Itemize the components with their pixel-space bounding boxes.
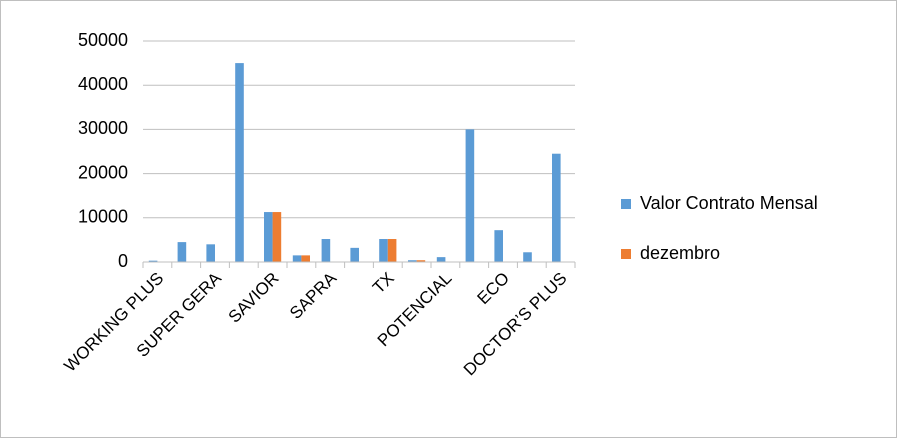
- bar: [177, 242, 187, 262]
- legend-swatch: [621, 249, 631, 259]
- legend-swatch: [621, 199, 631, 209]
- bar: [408, 260, 417, 262]
- legend-label: dezembro: [640, 243, 720, 263]
- bar: [301, 255, 310, 262]
- bar: [465, 129, 475, 262]
- bar: [552, 153, 561, 262]
- bar: [436, 257, 446, 262]
- bar: [148, 260, 158, 262]
- y-tick-label: 20000: [78, 162, 128, 182]
- y-tick-label: 0: [118, 251, 128, 271]
- bar: [379, 239, 388, 262]
- bar: [292, 255, 302, 262]
- bar: [321, 239, 331, 262]
- legend-label: Valor Contrato Mensal: [640, 193, 818, 213]
- bar: [494, 230, 503, 262]
- y-tick-label: 30000: [78, 118, 128, 138]
- y-tick-label: 10000: [78, 207, 128, 227]
- bar: [523, 252, 532, 262]
- bar: [206, 244, 215, 262]
- bar: [235, 63, 244, 262]
- bar: [272, 212, 282, 262]
- bar: [387, 239, 397, 262]
- y-tick-label: 50000: [78, 30, 128, 50]
- bar: [264, 212, 273, 262]
- y-tick-label: 40000: [78, 74, 128, 94]
- bar: [416, 260, 426, 262]
- bar: [350, 247, 359, 262]
